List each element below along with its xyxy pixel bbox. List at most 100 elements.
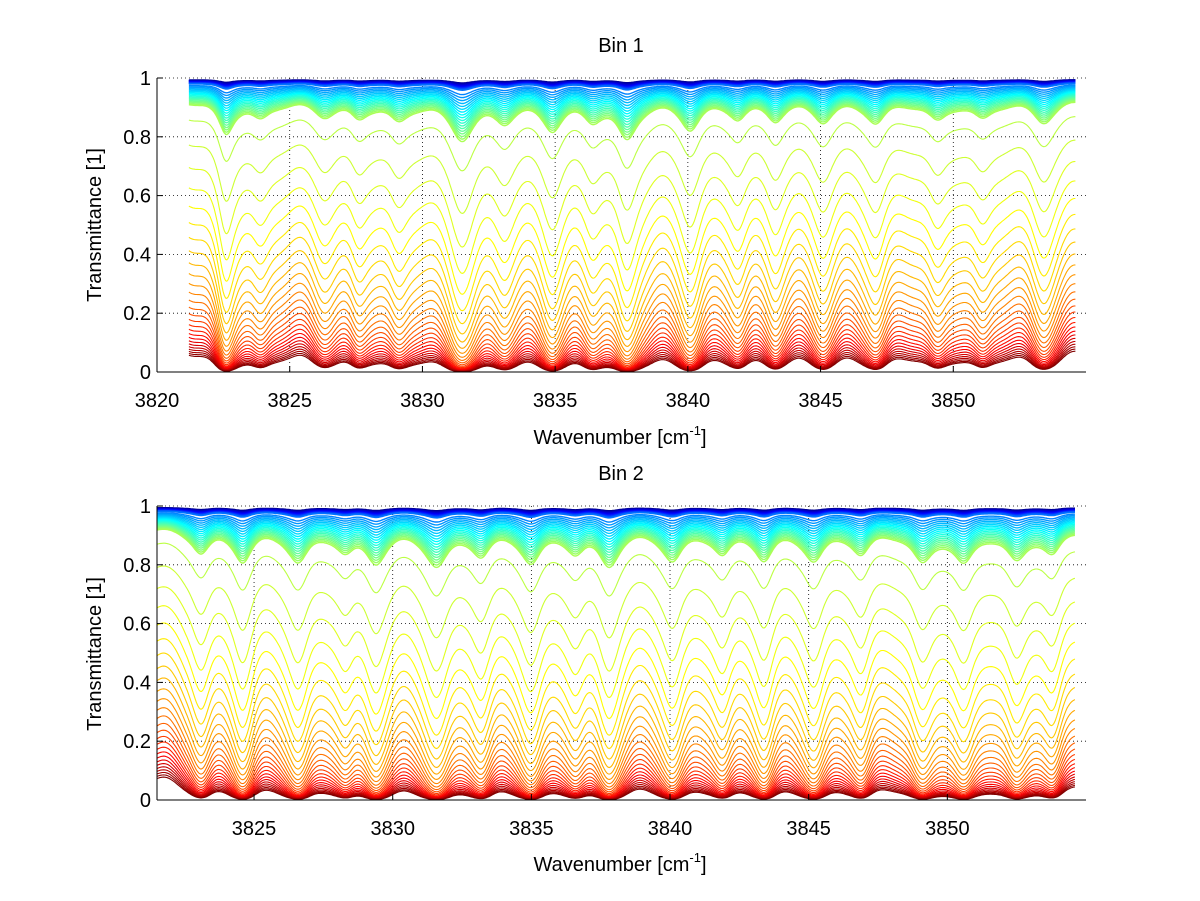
spectrum-series	[188, 180, 1076, 274]
spectrum-series	[188, 90, 1076, 113]
spectrum-series	[156, 755, 1076, 798]
spectrum-series	[188, 213, 1076, 312]
spectrum-series	[156, 746, 1076, 797]
chart-panel-bin-2: Bin 2 3825 3830 3835 3840 3845 3850 0 0.2 0.4 0.6…	[84, 463, 1086, 876]
spectrum-series	[156, 722, 1076, 791]
y-tick-label: 0.2	[123, 731, 151, 753]
spectrum-series	[156, 518, 1075, 543]
spectrum-series	[188, 334, 1076, 371]
spectrum-series	[156, 665, 1076, 760]
spectrum-series	[188, 274, 1076, 354]
spectrum-series	[156, 586, 1076, 672]
spectrum-series	[188, 89, 1076, 111]
spectrum-series	[156, 517, 1075, 537]
plot-area: 3820 3825 3830 3835 3840 3845 3850 0 0.2 0.4 0.6 0.…	[123, 68, 1086, 412]
spectrum-series	[188, 253, 1076, 343]
spectrum-series	[188, 228, 1076, 325]
spectrum-series	[156, 528, 1076, 569]
spectrum-series	[188, 82, 1076, 92]
spectrum-series	[188, 97, 1076, 133]
x-tick-label: 3820	[135, 390, 180, 412]
y-tick-label: 0	[140, 790, 151, 812]
x-tick-label: 3845	[798, 390, 843, 412]
y-tick-label: 1	[140, 496, 151, 518]
x-axis-label: Wavenumber [cm-1]	[533, 423, 706, 449]
spectrum-series	[188, 93, 1076, 122]
spectrum-series	[156, 698, 1076, 780]
spectrum-series	[188, 283, 1076, 358]
spectrum-series	[188, 95, 1076, 127]
spectrum-series	[188, 291, 1076, 361]
spectrum-series	[156, 524, 1076, 559]
spectrum-series	[156, 652, 1076, 750]
chart-title: Bin 1	[598, 35, 644, 57]
spectrum-series	[156, 510, 1075, 519]
spectrum-series	[156, 519, 1076, 546]
spectrum-series	[156, 525, 1076, 561]
spectrum-series	[156, 729, 1076, 793]
x-axis-label: Wavenumber [cm-1]	[533, 850, 706, 876]
y-axis-label: Transmittance [1]	[84, 577, 106, 731]
x-tick-label: 3835	[509, 818, 554, 840]
spectrum-series	[156, 707, 1076, 785]
spectrum-series	[188, 305, 1076, 366]
spectrum-series	[188, 330, 1076, 371]
spectrum-series	[188, 160, 1076, 248]
spectrum-series	[188, 86, 1076, 102]
spectrum-series	[188, 116, 1076, 172]
x-tick-label: 3835	[533, 390, 578, 412]
spectrum-series	[188, 91, 1076, 116]
y-tick-label: 0.4	[123, 672, 151, 694]
x-tick-label: 3850	[931, 390, 976, 412]
spectrum-series	[156, 759, 1076, 799]
spectrum-series	[156, 776, 1075, 801]
x-tick-label: 3830	[370, 818, 415, 840]
y-tick-label: 0.2	[123, 303, 151, 325]
spectrum-series	[156, 622, 1076, 720]
spectrum-series	[188, 264, 1076, 349]
x-tick-label: 3845	[786, 818, 831, 840]
x-tick-label: 3830	[400, 390, 445, 412]
spectrum-series	[156, 638, 1076, 736]
spectrum-series	[188, 88, 1076, 108]
chart-title: Bin 2	[598, 463, 644, 485]
spectrum-series	[188, 298, 1076, 364]
spectrum-series	[156, 513, 1075, 529]
spectrum-series	[188, 241, 1076, 335]
chart-panel-bin-1: Bin 1 3820 3825 3830 3835 3840 3845 3850 0 0.2 0.…	[84, 35, 1086, 449]
y-tick-label: 0.6	[123, 614, 151, 636]
spectrum-series	[188, 101, 1076, 143]
spectrum-series	[156, 522, 1076, 554]
spectrum-series	[156, 751, 1076, 798]
spectrum-series	[156, 715, 1076, 788]
spectrum-series	[156, 526, 1076, 564]
spectrum-series	[188, 311, 1076, 367]
spectrum-series	[188, 96, 1076, 130]
spectrum-series	[156, 520, 1075, 548]
spectrum-series	[188, 316, 1076, 369]
y-tick-label: 1	[140, 68, 151, 90]
y-tick-label: 0	[140, 362, 151, 384]
spectrum-series	[188, 326, 1076, 370]
y-tick-label: 0.8	[123, 127, 151, 149]
y-tick-label: 0.4	[123, 244, 151, 266]
spectrum-series	[156, 516, 1075, 535]
x-tick-label: 3825	[232, 818, 277, 840]
spectrum-series	[188, 85, 1076, 99]
spectrum-series	[188, 321, 1076, 370]
y-tick-label: 0.8	[123, 555, 151, 577]
spectrum-series	[188, 197, 1076, 295]
spectrum-series	[157, 512, 1075, 523]
spectrum-series	[188, 139, 1076, 214]
spectrum-series	[188, 99, 1076, 138]
spectrum-series	[156, 735, 1076, 795]
spectrum-series	[188, 92, 1076, 119]
spectrum-series	[156, 523, 1075, 556]
x-tick-label: 3825	[267, 390, 312, 412]
spectrum-series	[188, 350, 1076, 373]
spectrum-series	[188, 98, 1076, 135]
spectrum-series	[188, 94, 1076, 124]
spectrum-series	[156, 677, 1076, 769]
plot-area: 3825 3830 3835 3840 3845 3850 0 0.2 0.4 0.6 0.8 1	[123, 496, 1086, 840]
